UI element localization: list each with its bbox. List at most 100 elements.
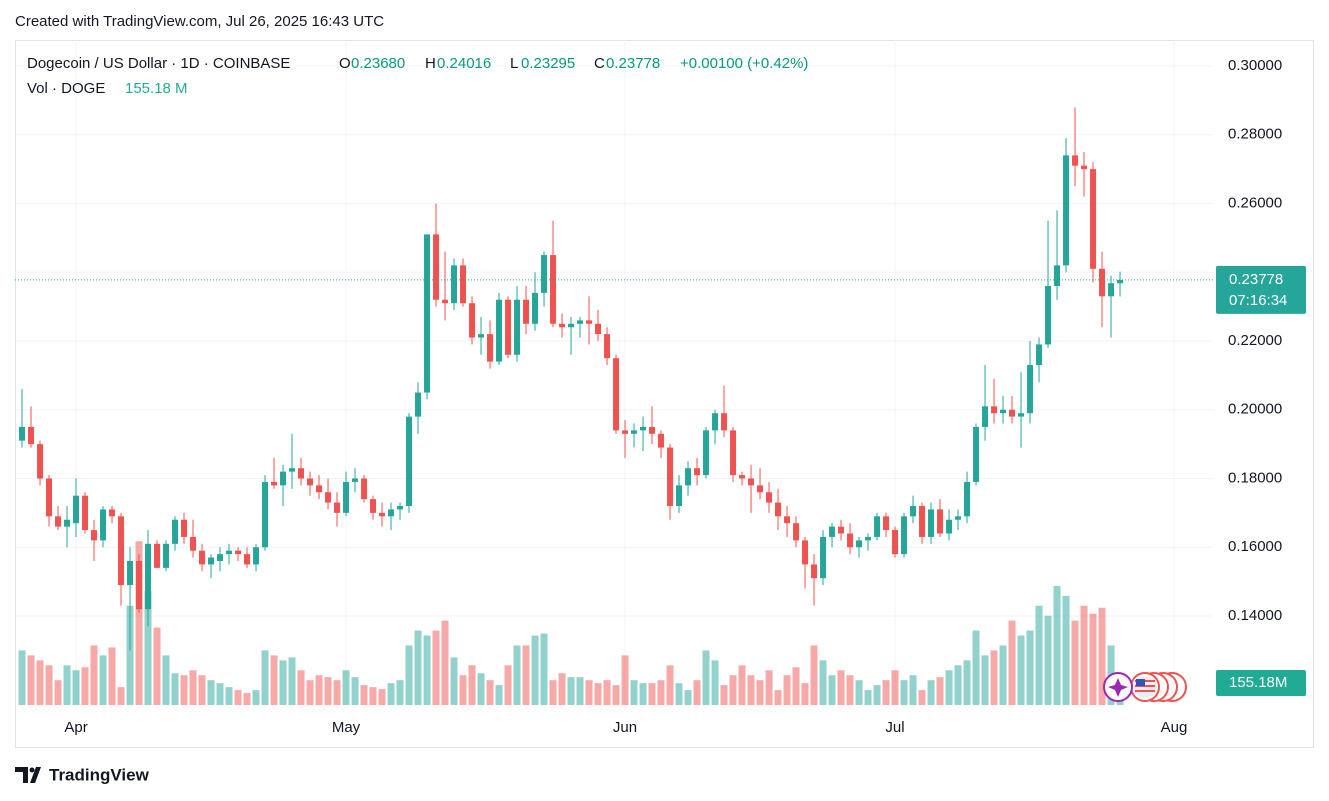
- candle-body: [1063, 155, 1070, 266]
- candle-body: [532, 292, 539, 324]
- volume-bar: [819, 660, 827, 705]
- volume-bar: [783, 675, 791, 705]
- candle-body: [100, 509, 107, 541]
- volume-bar: [369, 687, 377, 705]
- candle-body: [37, 444, 44, 479]
- volume-bar: [594, 683, 602, 705]
- x-tick-label: Jun: [613, 719, 637, 736]
- candle-body: [208, 557, 215, 565]
- volume-bar: [63, 665, 71, 705]
- candle-body: [163, 543, 170, 568]
- candle-body: [289, 468, 296, 472]
- candle-body: [136, 560, 143, 610]
- candle-body: [973, 426, 980, 482]
- candle-body: [406, 416, 413, 506]
- candle-body: [316, 485, 323, 493]
- candle-body: [604, 334, 611, 359]
- candle-body: [415, 392, 422, 417]
- volume-bar: [441, 620, 449, 705]
- volume-bar: [576, 677, 584, 705]
- candle-body: [649, 426, 656, 434]
- volume-bar: [99, 655, 107, 705]
- volume-bar: [396, 680, 404, 705]
- y-tick-label: 0.20000: [1228, 401, 1282, 418]
- volume-bar: [531, 635, 539, 705]
- volume-bar: [495, 685, 503, 705]
- candle-body: [910, 505, 917, 517]
- candle-body: [559, 323, 566, 328]
- candle-body: [1099, 268, 1106, 297]
- candle-body: [613, 358, 620, 431]
- volume-bar: [981, 655, 989, 705]
- candle-body: [685, 468, 692, 486]
- candle-body: [811, 564, 818, 579]
- candle-body: [253, 547, 260, 565]
- candle-body: [262, 481, 269, 548]
- candle-body: [955, 516, 962, 520]
- volume-bar: [927, 680, 935, 705]
- candle-body: [19, 426, 26, 441]
- candle-body: [361, 478, 368, 500]
- volume-bar: [846, 675, 854, 705]
- volume-bar: [297, 670, 305, 705]
- volume-bar: [198, 675, 206, 705]
- candle-body: [397, 505, 404, 510]
- candle-body: [496, 299, 503, 362]
- candle-body: [586, 320, 593, 324]
- candle-body: [883, 516, 890, 531]
- volume-bar: [1044, 615, 1052, 705]
- volume-bar: [477, 673, 485, 705]
- axes: 0.14000 0.16000 0.18000 0.20000 0.22000 0.240…: [64, 57, 1306, 736]
- volume-bar: [963, 660, 971, 705]
- volume-bar: [891, 670, 899, 705]
- volume-bar: [684, 690, 692, 705]
- candle-body: [802, 540, 809, 565]
- volume-bar: [405, 645, 413, 705]
- candle-body: [91, 530, 98, 541]
- candle-body: [901, 516, 908, 555]
- volume-bar: [603, 680, 611, 705]
- candle-body: [658, 433, 665, 448]
- volume-bar: [432, 630, 440, 705]
- volume-bar: [180, 675, 188, 705]
- candle-body: [73, 495, 80, 524]
- candle-body: [1045, 285, 1052, 345]
- volume-bar: [522, 645, 530, 705]
- volume-bar: [315, 675, 323, 705]
- volume-bar: [144, 590, 152, 705]
- candle-body: [892, 530, 899, 555]
- candle-body: [919, 505, 926, 537]
- volume-bar: [666, 665, 674, 705]
- volume-bar: [90, 645, 98, 705]
- candle-body: [946, 519, 953, 534]
- volume-bar: [882, 680, 890, 705]
- volume-bar: [1035, 605, 1043, 705]
- volume-bar: [54, 680, 62, 705]
- candle-body: [172, 519, 179, 544]
- volume-legend-value: 155.18 M: [125, 80, 188, 97]
- candle-body: [793, 523, 800, 541]
- candle-body: [55, 516, 62, 527]
- candle-body: [703, 430, 710, 476]
- volume-bar: [810, 645, 818, 705]
- candle-body: [478, 334, 485, 338]
- volume-bar: [18, 650, 26, 705]
- legend-key: O: [339, 55, 351, 72]
- candle-body: [982, 406, 989, 427]
- volume-bar: [711, 660, 719, 705]
- volume-bar: [207, 680, 215, 705]
- candle-body: [442, 299, 449, 304]
- candle-body: [1054, 265, 1061, 286]
- candle-body: [721, 413, 728, 431]
- volume-bar: [990, 650, 998, 705]
- volume-bar: [909, 675, 917, 705]
- legend-key: L: [510, 55, 518, 72]
- volume-bar: [765, 670, 773, 705]
- volume-bar: [1089, 613, 1097, 705]
- volume-bar: [45, 665, 53, 705]
- volume-bar: [774, 690, 782, 705]
- candle-body: [190, 536, 197, 551]
- x-tick-label: May: [332, 719, 361, 736]
- volume-bar: [306, 680, 314, 705]
- volume-bar: [423, 635, 431, 705]
